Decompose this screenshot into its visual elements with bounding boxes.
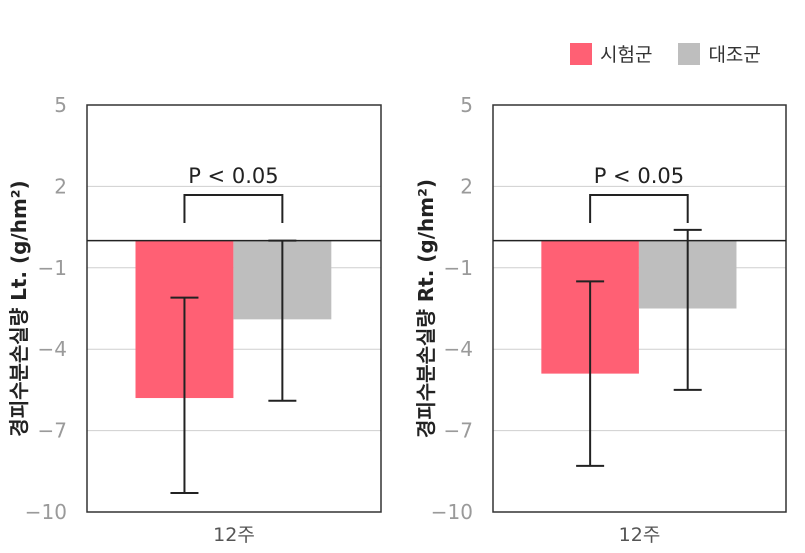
legend-item-test-group: 시험군	[570, 40, 652, 67]
significance-label: P < 0.05	[594, 164, 684, 188]
legend-swatch-control-group	[678, 42, 701, 65]
legend-label-test-group: 시험군	[600, 44, 653, 66]
y-tick-label: 5	[54, 93, 67, 117]
legend: 시험군 대조군	[570, 40, 761, 67]
y-tick-label: −7	[444, 419, 473, 443]
y-tick-label: 2	[54, 174, 67, 198]
significance-bracket	[183, 194, 284, 223]
y-tick-label: −1	[444, 256, 473, 280]
chart-right: 5 2 −1 −4 −7 −10 P < 0.05 12주 경피수분손실량 Rt. (g/hm²…	[414, 93, 787, 546]
legend-label-control-group: 대조군	[708, 44, 761, 66]
y-axis-label: 경피수분손실량 Rt. (g/hm²)	[414, 179, 438, 438]
y-tick-label: −10	[25, 500, 67, 524]
plot-frame	[492, 104, 787, 513]
y-axis-label: 경피수분손실량 Lt. (g/hm²)	[7, 180, 31, 436]
x-tick-label: 12주	[213, 524, 255, 546]
legend-item-control-group: 대조군	[678, 40, 761, 67]
plot-frame	[86, 104, 382, 513]
x-tick-label: 12주	[619, 524, 661, 546]
legend-swatch-test-group	[570, 42, 592, 65]
y-tick-label: −4	[444, 337, 473, 361]
significance-bracket	[589, 194, 689, 223]
significance-label: P < 0.05	[188, 164, 278, 188]
y-tick-label: −1	[38, 256, 67, 280]
chart-left: 5 2 −1 −4 −7 −10 P < 0.05 12주 경피수분손실량 Lt. (g/hm²…	[7, 93, 382, 546]
y-tick-label: −7	[38, 419, 67, 443]
y-tick-label: 2	[460, 174, 473, 198]
y-tick-label: −4	[38, 337, 67, 361]
y-tick-label: 5	[460, 93, 473, 117]
y-tick-label: −10	[431, 500, 473, 524]
